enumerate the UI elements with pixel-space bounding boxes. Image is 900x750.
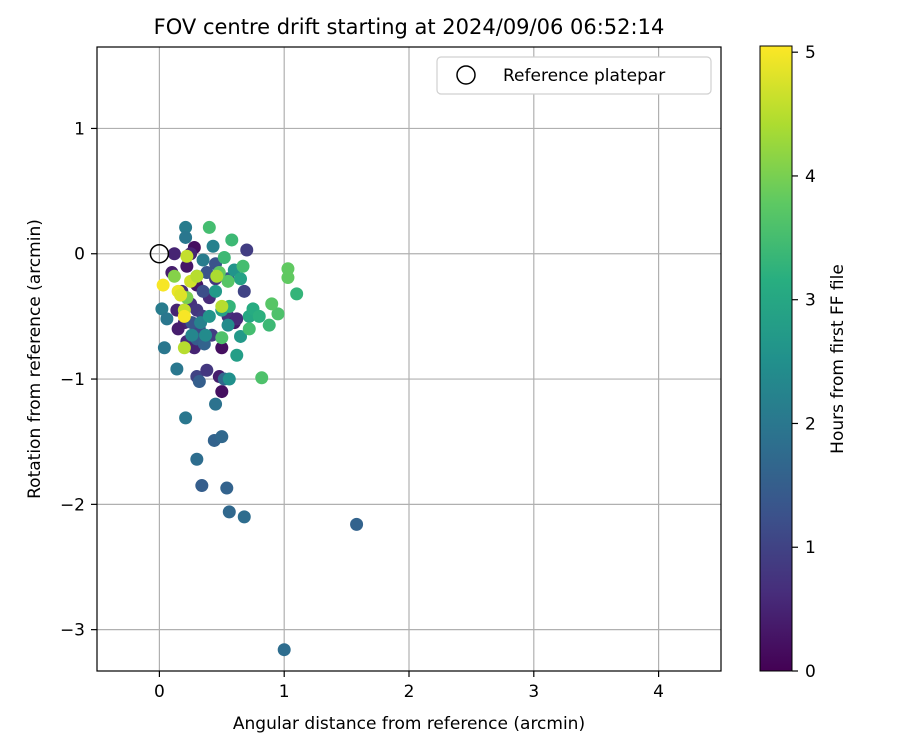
y-tick-label: −3 [60,621,85,641]
x-tick-label: 2 [404,682,415,702]
colorbar-tick-label: 0 [805,662,816,682]
data-point [215,331,229,345]
data-point [192,375,206,389]
data-point [202,220,216,234]
data-point [157,341,171,355]
legend-marker [456,65,476,85]
data-point [195,479,209,493]
reference-platepar-marker [149,243,170,264]
data-point [225,233,239,247]
x-tick-label: 1 [279,682,290,702]
legend-box [436,56,712,95]
colorbar-tick-label: 1 [805,538,816,558]
data-point [179,220,193,234]
data-point [170,362,184,376]
x-tick-label: 0 [154,682,165,702]
data-point [215,299,229,313]
y-tick-label: 1 [74,119,85,139]
colorbar-ticks: 0 1 2 3 4 5 [792,43,816,682]
data-point [277,643,291,657]
y-tick-label: −2 [60,495,85,515]
data-point [155,302,169,316]
data-point [215,341,229,355]
y-tick-label: 0 [74,245,85,265]
data-point [237,510,251,524]
data-point [167,247,181,261]
chart-title: FOV centre drift starting at 2024/09/06 … [154,15,665,39]
data-point [160,312,174,326]
data-point [215,385,229,399]
data-point [209,284,223,298]
data-point [271,307,285,321]
legend-label: Reference platepar [503,66,665,86]
data-points [155,220,364,657]
data-point [255,371,269,385]
data-point [156,278,170,292]
colorbar-label: Hours from first FF file [828,264,848,454]
data-point [281,271,295,285]
x-axis-ticks: 0 1 2 3 4 [154,671,664,702]
data-point [236,259,250,273]
data-point [210,269,224,283]
data-point [180,249,194,263]
data-point [179,411,193,425]
data-point [199,328,213,342]
colorbar-tick-label: 4 [805,167,816,187]
data-point [222,505,236,519]
data-point [171,322,185,336]
data-point [262,318,276,332]
colorbar-tick-label: 2 [805,414,816,434]
y-axis-label: Rotation from reference (arcmin) [25,219,45,499]
data-point [206,239,220,253]
data-point [202,309,216,323]
data-point [174,288,188,302]
data-point [190,269,204,283]
x-tick-label: 4 [653,682,664,702]
colorbar-tick-label: 5 [805,43,816,63]
data-point [177,341,191,355]
data-point [221,274,235,288]
data-point [237,284,251,298]
colorbar: 0 1 2 3 4 5 Hours from first FF file [759,43,848,682]
data-point [190,452,204,466]
data-point [209,397,223,411]
data-point [234,272,248,286]
data-point [179,230,193,244]
data-point [220,481,234,495]
data-point [177,309,191,323]
data-point [196,284,210,298]
data-point [180,259,194,273]
data-point [222,372,236,386]
data-point [217,251,231,265]
data-point [200,363,214,377]
data-point [350,517,364,531]
data-point [234,329,248,343]
y-tick-label: −1 [60,370,85,390]
data-point [230,348,244,362]
y-axis-ticks: 1 0 −1 −2 −3 [60,119,97,641]
data-point [290,287,304,301]
data-point [221,318,235,332]
data-point [167,269,181,283]
colorbar-gradient [759,45,793,672]
legend: Reference platepar [436,56,712,95]
data-point [196,253,210,267]
x-tick-label: 3 [528,682,539,702]
colorbar-tick-label: 3 [805,291,816,311]
data-point [185,328,199,342]
data-point [242,322,256,336]
data-point [240,243,254,257]
data-point [252,309,266,323]
data-point [215,430,229,444]
data-point [265,297,279,311]
data-point [200,266,214,280]
x-axis-label: Angular distance from reference (arcmin) [233,714,585,734]
